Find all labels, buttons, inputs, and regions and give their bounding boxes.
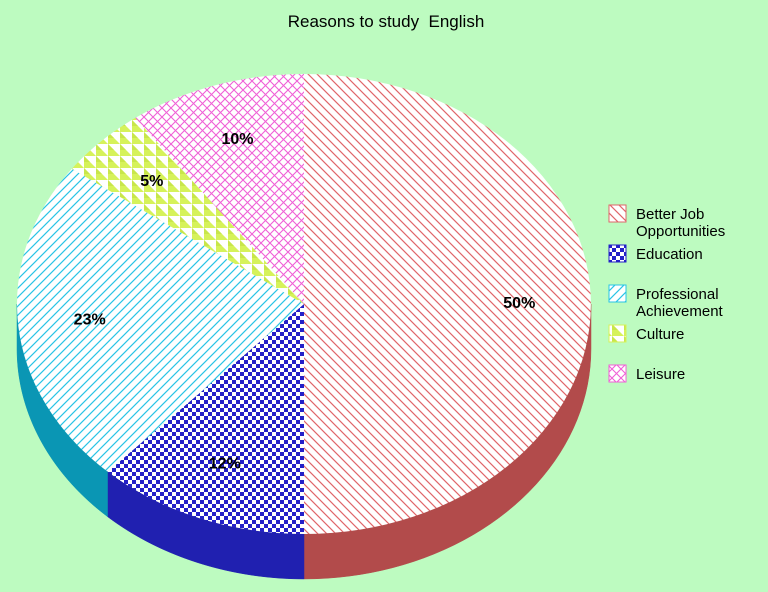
legend-label-better-job-opportunities: Opportunities bbox=[636, 223, 725, 240]
legend-label-education: Education bbox=[636, 246, 703, 263]
legend-label-better-job-opportunities: Better Job bbox=[636, 206, 704, 223]
legend-swatch-culture bbox=[608, 324, 627, 343]
chart-title: Reasons to study English bbox=[287, 12, 485, 31]
legend-swatch-better-job-opportunities bbox=[608, 204, 627, 223]
legend-label-leisure: Leisure bbox=[636, 366, 685, 383]
legend-swatch-leisure bbox=[608, 364, 627, 383]
slice-label-education: 12% bbox=[209, 456, 241, 473]
pie-slice-better-job-opportunities bbox=[304, 74, 591, 534]
pie-slice-culture bbox=[71, 117, 304, 305]
legend-item-leisure: Leisure bbox=[608, 364, 685, 383]
legend-swatch-professional-achievement bbox=[608, 284, 627, 303]
pie-slice-education bbox=[107, 304, 304, 534]
pie-slice-leisure bbox=[135, 74, 304, 304]
slice-label-leisure: 10% bbox=[221, 131, 253, 148]
legend-item-education: Education bbox=[608, 244, 703, 263]
slice-label-professional-achievement: 23% bbox=[74, 311, 106, 328]
slice-label-culture: 5% bbox=[140, 173, 163, 190]
legend-label-professional-achievement: Professional bbox=[636, 286, 719, 303]
pie-slice-professional-achievement bbox=[16, 168, 305, 472]
legend-label-professional-achievement: Achievement bbox=[636, 303, 724, 320]
legend-swatch-education bbox=[608, 244, 627, 263]
legend-item-culture: Culture bbox=[608, 324, 684, 343]
slice-label-better-job-opportunities: 50% bbox=[503, 295, 535, 312]
legend-label-culture: Culture bbox=[636, 326, 684, 343]
